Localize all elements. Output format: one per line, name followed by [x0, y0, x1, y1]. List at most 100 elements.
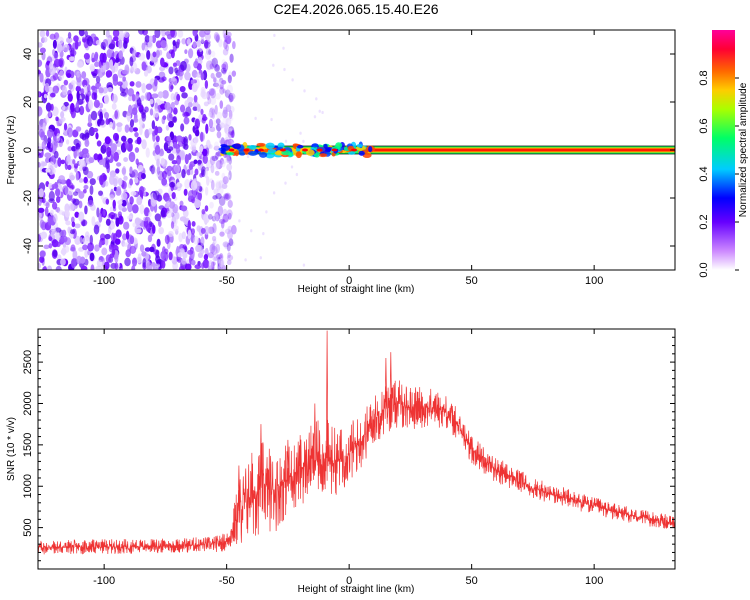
heatmap-cell	[222, 208, 228, 216]
heatmap-cell	[81, 153, 88, 159]
heatmap-cell	[211, 245, 218, 255]
heatmap-cell	[137, 171, 144, 181]
heatmap-cell	[148, 211, 152, 218]
heatmap-cell	[191, 221, 196, 227]
heatmap-cell	[181, 38, 187, 45]
heatmap-cell	[215, 34, 220, 43]
heatmap-cell	[168, 120, 174, 128]
heatmap-cell	[116, 125, 122, 133]
heatmap-cell	[221, 59, 226, 67]
heatmap-cell	[73, 149, 78, 159]
heatmap-cell	[45, 157, 50, 164]
onset-blob	[323, 143, 328, 149]
heatmap-cell	[190, 228, 195, 235]
heatmap-cell	[115, 168, 120, 174]
heatmap-cell	[147, 234, 153, 243]
heatmap-cell	[164, 102, 171, 111]
heatmap-cell	[55, 188, 61, 197]
heatmap-cell	[219, 122, 226, 129]
heatmap-cell	[55, 116, 59, 122]
heatmap-cell	[128, 151, 136, 163]
heatmap-cell	[211, 108, 216, 120]
heatmap-cell	[211, 235, 217, 242]
heatmap-cell	[98, 241, 102, 248]
heatmap-cell	[265, 210, 268, 214]
heatmap-cell	[136, 196, 143, 206]
heatmap-cell	[229, 94, 235, 102]
heatmap-cell	[154, 144, 161, 155]
heatmap-cell	[217, 256, 221, 267]
heatmap-cell	[220, 219, 225, 229]
heatmap-cell	[160, 250, 167, 260]
heatmap-cell	[110, 143, 118, 153]
heatmap-cell	[102, 209, 106, 216]
heatmap-cell	[231, 224, 237, 235]
heatmap-cell	[84, 249, 89, 258]
heatmap-cell	[60, 258, 66, 266]
onset-peak	[331, 148, 338, 152]
heatmap-cell	[65, 220, 71, 226]
heatmap-cell	[158, 128, 163, 134]
heatmap-cell	[178, 232, 183, 243]
heatmap-cell	[215, 160, 223, 170]
heatmap-cell	[103, 261, 110, 270]
heatmap-cell	[140, 109, 147, 115]
heatmap-cell	[44, 206, 49, 217]
heatmap-cell	[180, 60, 187, 71]
heatmap-cell	[170, 49, 175, 59]
heatmap-cell	[88, 157, 95, 164]
heatmap-cell	[152, 131, 156, 142]
heatmap-cell	[194, 264, 202, 270]
heatmap-cell	[84, 30, 88, 37]
heatmap-cell	[204, 205, 209, 212]
heatmap-cell	[161, 260, 166, 269]
snr-x-tick-label: 0	[346, 575, 352, 587]
heatmap-cell	[82, 166, 87, 172]
heatmap-cell	[72, 159, 76, 165]
heatmap-cell	[179, 104, 186, 113]
heatmap-cell	[215, 123, 222, 132]
heatmap-cell	[226, 259, 232, 266]
heatmap-cell	[144, 44, 149, 52]
heatmap-cell	[215, 151, 223, 157]
heatmap-cell	[225, 156, 231, 164]
heatmap-cell	[67, 164, 72, 170]
heatmap-cell	[98, 212, 103, 223]
heatmap-cell	[90, 110, 98, 121]
heatmap-cell	[99, 52, 105, 63]
heatmap-cell	[70, 244, 76, 252]
heatmap-cell	[43, 36, 48, 43]
heatmap-cell	[105, 218, 111, 226]
heatmap-cell	[111, 93, 118, 104]
onset-peak	[257, 148, 264, 152]
heatmap-cell	[174, 99, 179, 106]
heatmap-cell	[177, 30, 184, 38]
heatmap-cell	[87, 122, 93, 128]
heatmap-cell	[78, 211, 85, 222]
heatmap-cell	[318, 109, 321, 113]
heatmap-cell	[76, 71, 80, 78]
heatmap-cell	[190, 139, 197, 148]
heatmap-cell	[169, 181, 176, 188]
heatmap-cell	[134, 217, 141, 226]
heatmap-cell	[110, 222, 115, 230]
heatmap-cell	[60, 111, 65, 119]
heatmap-cell	[121, 69, 129, 75]
heatmap-cell	[224, 124, 231, 135]
heatmap-cell	[154, 125, 159, 136]
heatmap-cell	[302, 263, 306, 267]
heatmap-cell	[295, 172, 299, 177]
heatmap-cell	[153, 249, 160, 255]
heatmap-cell	[135, 94, 140, 100]
heatmap-cell	[114, 238, 121, 245]
heatmap-cell	[219, 100, 224, 109]
heatmap-cell	[172, 39, 176, 47]
heatmap-cell	[118, 50, 123, 60]
heatmap-cell	[95, 132, 99, 140]
heatmap-cell	[200, 249, 205, 254]
heatmap-cell	[210, 261, 216, 266]
heatmap-cell	[216, 254, 223, 260]
heatmap-cell	[50, 229, 58, 239]
heatmap-cell	[142, 257, 147, 268]
heatmap-cell	[111, 103, 117, 110]
